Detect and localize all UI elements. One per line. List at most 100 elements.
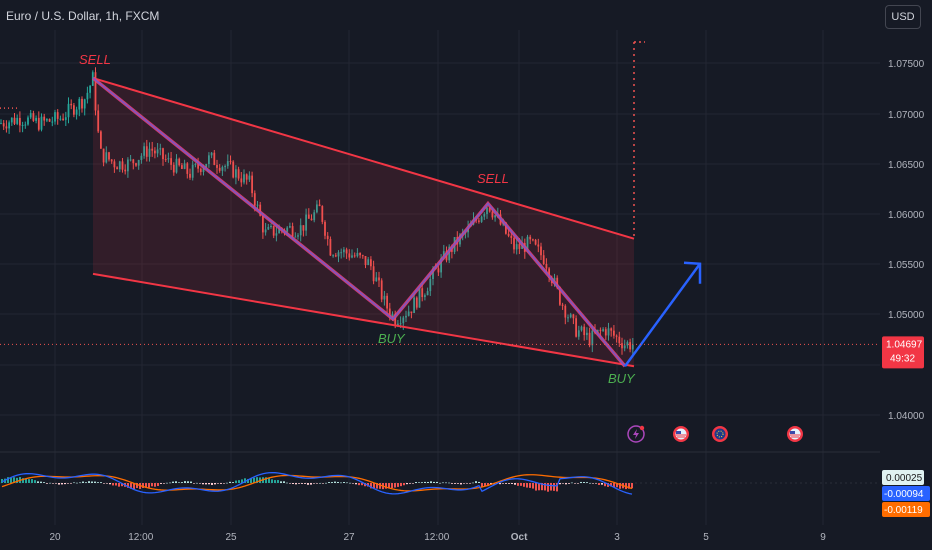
time-tick-label: 3 (614, 532, 620, 543)
macd-histogram-bar (214, 483, 216, 485)
candle-body (534, 239, 537, 245)
price-axis[interactable]: 1.07500 1.07000 1.06500 1.06000 1.05500 1.050… (882, 59, 930, 517)
macd-histogram-bar (376, 483, 378, 489)
zigzag-line[interactable] (92, 77, 626, 367)
macd-histogram-bar (40, 481, 42, 483)
projection-arrow[interactable] (623, 263, 702, 367)
candle-body (102, 148, 105, 163)
candle-body (577, 330, 580, 337)
candle-body (348, 253, 351, 258)
candle-body (35, 117, 37, 121)
current-price-tag[interactable] (882, 336, 924, 369)
candle-body (232, 161, 235, 178)
candle-body (572, 314, 575, 319)
candle-body (526, 236, 529, 252)
macd-histogram-bar (319, 482, 321, 484)
candle-body (564, 305, 567, 318)
candle-body (67, 103, 70, 118)
currency-button[interactable]: USD (885, 5, 921, 29)
price-tick-label: 1.04000 (888, 411, 925, 422)
macd-histogram-bar (550, 483, 552, 491)
macd-histogram-bar (37, 481, 39, 483)
macd-histogram-bar (97, 482, 99, 483)
macd-histogram-bar (58, 483, 60, 485)
candle-body (237, 169, 240, 179)
macd-histogram-bar (349, 482, 351, 484)
macd-histogram-bar (127, 483, 129, 488)
sell-label: SELL (477, 171, 509, 186)
candle-body (221, 167, 224, 171)
candle-body (513, 237, 515, 250)
candle-body (391, 313, 394, 317)
macd-histogram-bar (301, 483, 303, 484)
candle-body (89, 85, 91, 93)
macd-histogram-bar (220, 483, 222, 484)
candle-body (297, 235, 299, 237)
event-markers[interactable] (627, 425, 803, 443)
macd-histogram-bar (385, 483, 387, 489)
price-tick-label: 1.06000 (888, 210, 925, 221)
candle-body (202, 167, 205, 172)
candle-body (305, 214, 307, 231)
candle-body (46, 119, 48, 121)
macd-histogram-bar (115, 483, 117, 486)
macd-histogram-bar (100, 482, 102, 483)
candle-body (299, 225, 302, 236)
candle-body (164, 159, 167, 161)
drawings-layer[interactable]: SELL SELL BUY BUY (0, 41, 880, 386)
macd-histogram-bar (604, 483, 606, 487)
channel-upper-line[interactable] (92, 77, 635, 240)
candle-body (307, 214, 310, 219)
projection-arrowhead (683, 261, 702, 284)
candle-body (559, 287, 561, 305)
candle-body (631, 344, 634, 350)
time-axis[interactable]: 20 12:00 25 27 12:00 Oct 3 5 9 (50, 532, 827, 543)
us-flag-icon[interactable] (787, 426, 803, 442)
candle-body (21, 124, 24, 126)
candle-body (591, 330, 594, 346)
candle-body (415, 297, 418, 308)
us-flag-icon[interactable] (673, 426, 689, 442)
symbol-title: Euro / U.S. Dollar, 1h, FXCM (6, 9, 160, 23)
candle-body (54, 112, 56, 122)
channel-lower-line[interactable] (92, 272, 635, 368)
macd-histogram-bar (118, 483, 120, 487)
macd-histogram-bar (286, 482, 288, 484)
macd-histogram-bar (412, 483, 414, 484)
macd-histogram-bar (547, 483, 549, 492)
eu-flag-icon[interactable] (712, 426, 728, 442)
candle-body (413, 297, 415, 313)
macd-histogram-bar (601, 483, 603, 485)
candle-body (194, 164, 197, 166)
candle-body (81, 98, 83, 109)
macd-histogram-bar (238, 480, 240, 483)
macd-histogram-bar (442, 482, 444, 484)
candle-body (440, 258, 442, 273)
macd-histogram-bar (109, 483, 111, 485)
candle-body (110, 159, 113, 162)
candle-body (394, 313, 397, 326)
lightning-icon-bolt (633, 429, 639, 439)
candle-body (334, 255, 337, 257)
us-flag-icon-canton (676, 431, 681, 434)
macd-histogram-bar (544, 483, 546, 491)
macd-histogram-bar (574, 483, 576, 484)
candle-body (199, 168, 202, 172)
macd-histogram-bar (55, 483, 57, 484)
macd-histogram-bar (157, 483, 159, 486)
macd-histogram-bar (607, 483, 609, 487)
macd-histogram-bar (67, 483, 69, 484)
candle-body (137, 159, 140, 166)
macd-histogram-bar (529, 483, 531, 488)
macd-histogram-bar (334, 481, 336, 483)
lightning-icon[interactable] (627, 425, 645, 443)
time-tick-label: 12:00 (424, 532, 449, 543)
macd-histogram-bar (487, 483, 489, 487)
macd-histogram-bar (535, 483, 537, 491)
price-tick-label: 1.05500 (888, 260, 925, 271)
candle-body (432, 268, 434, 280)
macd-histogram-bar (76, 482, 78, 484)
macd-line-value: -0.00094 (884, 489, 924, 500)
macd-histogram-bar (433, 481, 435, 483)
